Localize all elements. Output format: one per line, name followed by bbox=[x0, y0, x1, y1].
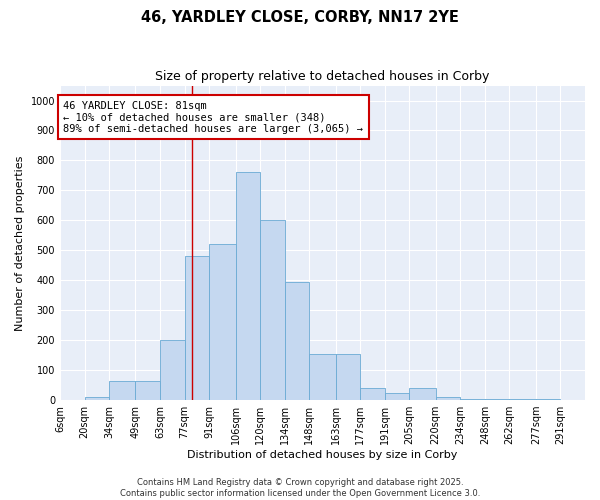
Bar bbox=[285, 282, 309, 400]
Bar bbox=[185, 256, 209, 400]
Bar bbox=[160, 340, 185, 400]
Bar bbox=[260, 220, 285, 400]
Bar bbox=[536, 398, 560, 400]
Bar bbox=[136, 380, 160, 400]
Bar bbox=[309, 354, 335, 400]
Bar bbox=[436, 397, 460, 400]
Bar bbox=[335, 354, 360, 400]
Bar bbox=[485, 398, 509, 400]
Bar bbox=[236, 172, 260, 400]
Bar bbox=[109, 380, 136, 400]
Bar bbox=[385, 392, 409, 400]
Text: Contains HM Land Registry data © Crown copyright and database right 2025.
Contai: Contains HM Land Registry data © Crown c… bbox=[120, 478, 480, 498]
Bar bbox=[209, 244, 236, 400]
Title: Size of property relative to detached houses in Corby: Size of property relative to detached ho… bbox=[155, 70, 490, 83]
Bar bbox=[85, 397, 109, 400]
Bar bbox=[460, 398, 485, 400]
Bar bbox=[409, 388, 436, 400]
Bar bbox=[360, 388, 385, 400]
Text: 46, YARDLEY CLOSE, CORBY, NN17 2YE: 46, YARDLEY CLOSE, CORBY, NN17 2YE bbox=[141, 10, 459, 25]
Text: 46 YARDLEY CLOSE: 81sqm
← 10% of detached houses are smaller (348)
89% of semi-d: 46 YARDLEY CLOSE: 81sqm ← 10% of detache… bbox=[64, 100, 364, 134]
X-axis label: Distribution of detached houses by size in Corby: Distribution of detached houses by size … bbox=[187, 450, 458, 460]
Bar bbox=[509, 398, 536, 400]
Y-axis label: Number of detached properties: Number of detached properties bbox=[15, 155, 25, 330]
